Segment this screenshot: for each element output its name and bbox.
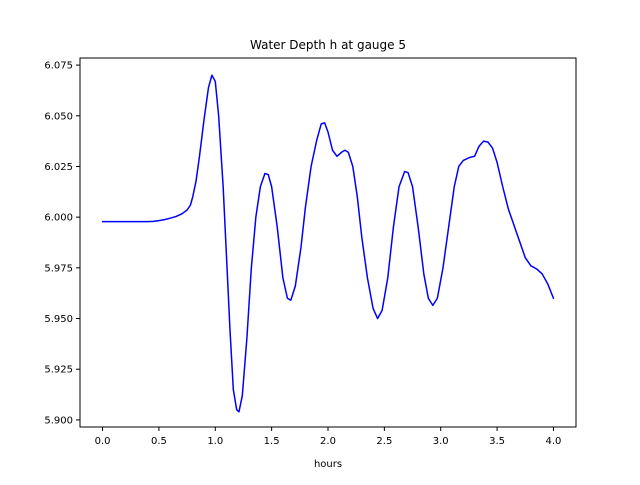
x-axis-ticks: 0.0 0.5 1.0 1.5 2.0 2.5 3.0 3.5 4.0 — [95, 427, 562, 447]
chart-title: Water Depth h at gauge 5 — [250, 38, 406, 52]
y-tick-label: 6.050 — [44, 111, 73, 122]
x-tick-label: 2.0 — [320, 436, 336, 447]
x-tick-label: 0.0 — [95, 436, 111, 447]
y-axis-ticks: 5.900 5.925 5.950 5.975 6.000 6.025 6.050 6.075 — [44, 61, 80, 426]
x-tick-label: 3.5 — [489, 436, 505, 447]
x-tick-label: 1.0 — [207, 436, 223, 447]
y-tick-label: 6.075 — [44, 61, 73, 72]
x-axis-title: hours — [314, 459, 342, 470]
y-tick-label: 6.000 — [44, 213, 73, 224]
y-tick-label: 5.950 — [44, 314, 73, 325]
x-tick-label: 3.0 — [433, 436, 449, 447]
x-tick-label: 4.0 — [546, 436, 562, 447]
x-tick-label: 0.5 — [151, 436, 167, 447]
x-tick-label: 1.5 — [264, 436, 280, 447]
x-tick-label: 2.5 — [376, 436, 392, 447]
y-tick-label: 5.925 — [44, 365, 73, 376]
y-tick-label: 5.900 — [44, 415, 73, 426]
axes-frame — [79, 57, 577, 428]
y-tick-label: 6.025 — [44, 162, 73, 173]
series-line-0 — [101, 74, 555, 413]
y-tick-label: 5.975 — [44, 263, 73, 274]
plot-area — [101, 74, 555, 413]
